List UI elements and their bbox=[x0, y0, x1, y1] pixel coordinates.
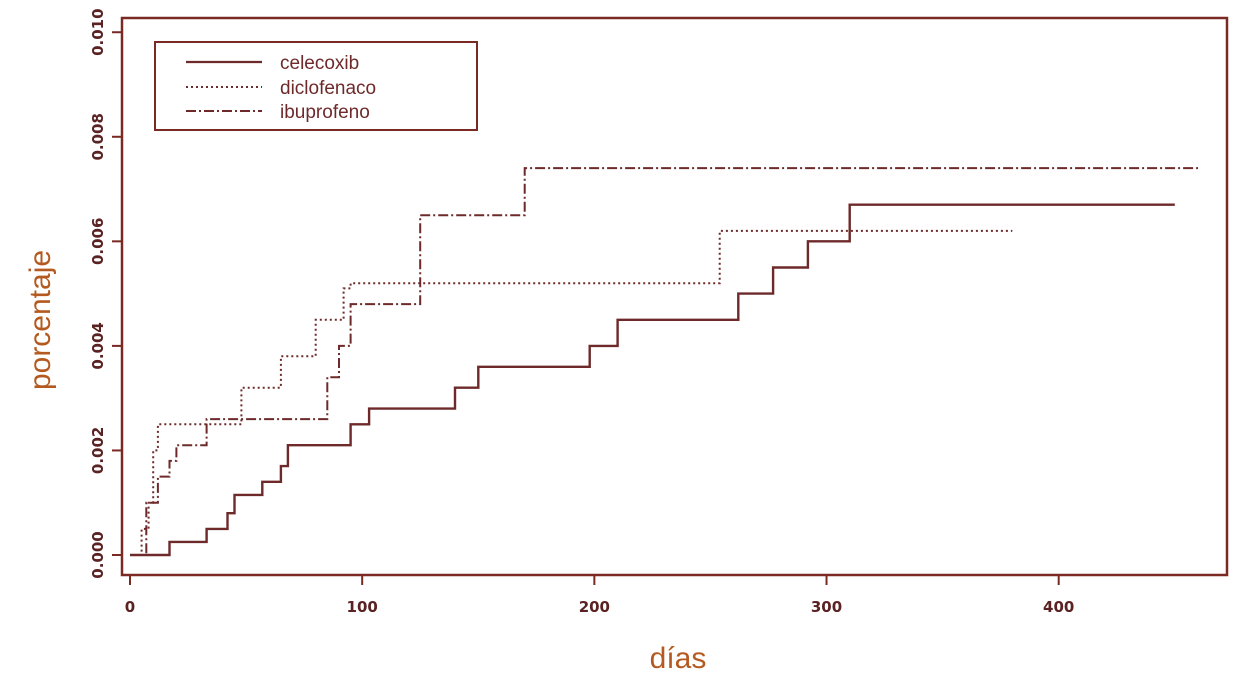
series-line-ibuprofeno bbox=[130, 167, 1198, 556]
legend: celecoxib diclofenaco ibuprofeno bbox=[154, 41, 478, 131]
plot-frame bbox=[120, 16, 1229, 577]
legend-label-celecoxib: celecoxib bbox=[280, 53, 359, 74]
x-axis-ticks: 0 100 200 300 400 bbox=[125, 575, 1074, 616]
x-tick-label: 400 bbox=[1043, 598, 1074, 616]
legend-label-diclofenaco: diclofenaco bbox=[280, 78, 376, 99]
y-tick-label: 0.004 bbox=[89, 322, 107, 369]
x-tick-label: 100 bbox=[347, 598, 378, 616]
y-tick-label: 0.008 bbox=[89, 113, 107, 160]
y-tick-label: 0.000 bbox=[89, 531, 107, 578]
y-tick-label: 0.002 bbox=[89, 427, 107, 474]
series-line-diclofenaco bbox=[130, 229, 1013, 556]
x-axis-title: días bbox=[650, 642, 707, 675]
y-tick-label: 0.006 bbox=[89, 218, 107, 265]
legend-label-ibuprofeno: ibuprofeno bbox=[280, 102, 370, 123]
y-axis-title: porcentaje bbox=[24, 250, 57, 390]
x-tick-label: 300 bbox=[811, 598, 842, 616]
y-axis-ticks: 0.000 0.002 0.004 0.006 0.008 0.010 bbox=[89, 8, 122, 579]
legend-box bbox=[154, 41, 478, 131]
y-tick-label: 0.010 bbox=[89, 8, 107, 55]
series-line-celecoxib bbox=[130, 203, 1175, 557]
x-tick-label: 0 bbox=[125, 598, 135, 616]
series-layer bbox=[130, 167, 1198, 557]
x-tick-label: 200 bbox=[579, 598, 610, 616]
